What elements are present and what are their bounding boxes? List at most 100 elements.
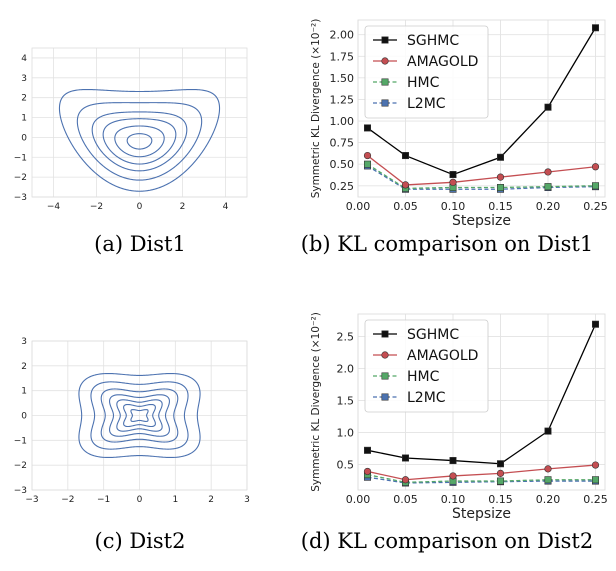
- x-tick-label: 0.25: [583, 493, 608, 506]
- legend-label: L2MC: [407, 96, 446, 112]
- caption-d: (d) KL comparison on Dist2: [301, 529, 593, 553]
- plot-frame: [31, 47, 248, 198]
- data-point: [591, 24, 599, 32]
- contour-panel-dist2: −3 −2 −1 0 1 2 3 3 2 1 0 −1 −2 −3: [14, 337, 250, 505]
- y-tick-label: 1.25: [330, 93, 355, 106]
- data-point: [544, 465, 552, 473]
- legend-marker: [381, 99, 389, 107]
- x-tick-label: 0: [137, 202, 143, 212]
- data-point: [363, 467, 372, 476]
- x-tick-label: −2: [61, 495, 74, 505]
- y-tick-label: 1.75: [330, 50, 355, 63]
- x-tick-label: −1: [97, 495, 110, 505]
- legend-marker: [381, 78, 389, 86]
- data-point: [496, 477, 504, 485]
- legend-label: SGHMC: [407, 327, 459, 343]
- legend-label: HMC: [407, 75, 440, 91]
- x-tick-label: 0.05: [393, 493, 418, 506]
- series-amagold: [363, 461, 600, 484]
- series-line-hmc: [367, 474, 596, 483]
- data-point: [496, 184, 504, 192]
- legend: SGHMC AMAGOLD HMC L2MC: [364, 25, 489, 119]
- contour-line: [90, 381, 189, 450]
- contour-line: [102, 118, 177, 165]
- x-tick-label: 2: [208, 495, 214, 505]
- kl-chart-dist1: 0.00 0.05 0.10 0.15 0.20 0.25 0.25 0.50 0.75 1.00…: [310, 19, 608, 229]
- data-point: [449, 178, 457, 186]
- x-tick-label: −2: [90, 202, 103, 212]
- contour-line: [116, 399, 163, 432]
- y-tick-label: 0: [21, 133, 27, 143]
- data-point: [363, 124, 371, 132]
- legend-marker: [381, 351, 389, 359]
- y-tick-label: −1: [14, 436, 27, 446]
- x-tick-label: 0.20: [536, 200, 561, 213]
- legend-label: AMAGOLD: [407, 348, 478, 364]
- data-point: [591, 461, 600, 469]
- y-tick-label: 1.5: [337, 394, 355, 407]
- data-point: [544, 476, 552, 484]
- series-amagold: [363, 151, 600, 189]
- contour-line: [123, 403, 156, 428]
- y-tick-label: 1.0: [337, 426, 355, 439]
- y-tick-label: −3: [14, 193, 27, 203]
- x-tick-label: 0.10: [441, 200, 466, 213]
- series-line-l2mc: [367, 165, 596, 190]
- y-tick-label: 0.5: [337, 458, 355, 471]
- plot-frame: [357, 19, 606, 198]
- y-tick-label: 1.00: [330, 115, 355, 128]
- data-point: [496, 153, 504, 161]
- series-line-amagold: [367, 464, 596, 481]
- contour-line: [58, 88, 221, 192]
- y-tick-label: 2.5: [337, 330, 355, 343]
- caption-a: (a) Dist1: [94, 232, 186, 256]
- y-tick-label: 3: [21, 337, 27, 347]
- legend-marker: [381, 393, 389, 401]
- y-tick-label: −2: [14, 173, 27, 183]
- y-tick-label: 4: [21, 54, 27, 64]
- contour-line: [114, 125, 165, 158]
- y-axis-label: Symmetric KL Divergence (×10⁻²): [310, 19, 322, 199]
- x-tick-label: 2: [180, 202, 186, 212]
- legend-marker: [381, 36, 389, 44]
- data-point: [401, 181, 410, 189]
- y-tick-label: 0.25: [330, 180, 355, 193]
- contour-line: [78, 372, 201, 459]
- y-tick-label: 1: [21, 114, 27, 124]
- contour-line: [91, 111, 188, 172]
- series-line-amagold: [367, 155, 596, 186]
- legend-marker: [381, 330, 389, 338]
- x-tick-label: 0.10: [441, 493, 466, 506]
- data-point: [591, 476, 599, 484]
- data-point: [363, 446, 371, 454]
- x-tick-label: 0.05: [393, 200, 418, 213]
- data-point: [591, 182, 599, 190]
- x-tick-label: −3: [25, 495, 38, 505]
- legend-label: HMC: [407, 369, 440, 385]
- x-axis-label: Stepsize: [452, 213, 511, 229]
- y-tick-label: 0.75: [330, 137, 355, 150]
- y-tick-label: 1: [21, 387, 27, 397]
- series-sghmc: [363, 24, 599, 179]
- plot-frame: [31, 340, 248, 491]
- y-tick-label: −2: [14, 461, 27, 471]
- x-tick-label: 4: [223, 202, 229, 212]
- x-axis-label: Stepsize: [452, 506, 511, 522]
- contour-panel-dist1: −4 −2 0 2 4 4 3 2 1 0 −1 −2 −3: [14, 47, 248, 212]
- y-tick-label: 0: [21, 412, 27, 422]
- data-point: [449, 457, 457, 465]
- x-tick-label: 0.00: [346, 200, 371, 213]
- data-point: [544, 103, 552, 111]
- legend: SGHMC AMAGOLD HMC L2MC: [364, 319, 489, 413]
- series-line-sghmc: [367, 323, 597, 465]
- y-tick-label: 2.00: [330, 29, 355, 42]
- data-point: [591, 163, 600, 171]
- data-point: [544, 168, 552, 176]
- legend-marker: [381, 372, 389, 380]
- x-tick-label: 0: [137, 495, 143, 505]
- y-tick-label: 0.50: [330, 158, 355, 171]
- plot-frame: [357, 313, 606, 491]
- data-point: [544, 427, 552, 435]
- y-tick-label: 3: [21, 74, 27, 84]
